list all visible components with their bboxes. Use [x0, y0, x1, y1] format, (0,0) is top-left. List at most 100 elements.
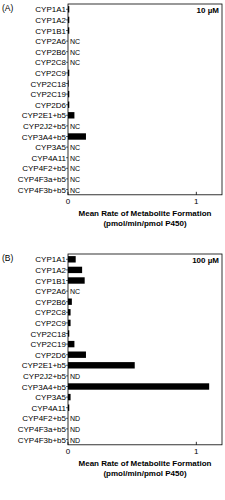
panel-label: (A)	[2, 3, 14, 13]
category-tick	[66, 386, 68, 387]
annotation: NC	[70, 176, 80, 183]
bars	[68, 6, 86, 140]
bar	[68, 341, 74, 347]
category-tick	[66, 407, 68, 408]
category-tick	[66, 375, 68, 376]
category-label: CYP2E1+b5	[22, 111, 67, 120]
category-tick	[66, 344, 68, 345]
annotation: ND	[70, 373, 80, 380]
category-label: CYP2D6	[35, 101, 67, 110]
category-tick	[66, 62, 68, 63]
x-tick-label: 1	[194, 197, 199, 206]
category-label: CYP4A11	[31, 154, 66, 163]
category-label: CYP4F3b+b5	[18, 186, 67, 195]
category-tick	[66, 104, 68, 105]
category-label: CYP1B1	[35, 27, 66, 36]
category-tick	[66, 136, 68, 137]
x-axis-label: Mean Rate of Metabolite Formation	[79, 459, 212, 468]
annotation: NC	[70, 49, 80, 56]
panel: CYP1A1CYP1A2CYP1B1CYP2A6CYP2B6CYP2C8CYP2…	[2, 3, 222, 228]
x-axis-label: (pmol/min/pmol P450)	[103, 219, 186, 228]
category-label: CYP1A2	[35, 16, 66, 25]
figure: CYP1A1CYP1A2CYP1B1CYP2A6CYP2B6CYP2C8CYP2…	[0, 0, 225, 500]
category-tick	[66, 322, 68, 323]
category-label: CYP4F2+b5	[22, 164, 66, 173]
annotation: NC	[70, 59, 80, 66]
x-axis-label: (pmol/min/pmol P450)	[103, 469, 186, 478]
category-tick	[66, 83, 68, 84]
category-tick	[66, 418, 68, 419]
category-tick	[66, 72, 68, 73]
bar	[68, 133, 86, 139]
category-label: CYP2C19	[30, 90, 66, 99]
x-tick-label: 0	[66, 447, 71, 456]
category-tick	[66, 269, 68, 270]
category-label: CYP4A11	[31, 404, 66, 413]
category-label: CYP2C18	[30, 330, 66, 339]
category-label: CYP2J2+b5	[23, 372, 66, 381]
category-label: CYP2C8	[35, 308, 67, 317]
category-tick	[66, 125, 68, 126]
frame	[68, 254, 222, 445]
category-tick	[66, 94, 68, 95]
annotation: NC	[70, 165, 80, 172]
category-label: CYP2D6	[35, 351, 67, 360]
bar	[68, 277, 85, 283]
category-tick	[66, 354, 68, 355]
category-tick	[66, 189, 68, 190]
bar	[68, 256, 76, 262]
category-tick	[66, 301, 68, 302]
category-tick	[66, 365, 68, 366]
category-label: CYP2C9	[35, 69, 67, 78]
category-tick	[66, 30, 68, 31]
annotation: ND	[70, 415, 80, 422]
category-tick	[66, 312, 68, 313]
x-tick	[68, 442, 69, 445]
category-label: CYP2J2+b5	[23, 122, 66, 131]
x-tick	[196, 192, 197, 195]
category-tick	[66, 41, 68, 42]
category-tick	[66, 280, 68, 281]
annotation: NC	[70, 123, 80, 130]
annotation: NC	[70, 288, 80, 295]
bars	[68, 256, 209, 411]
annotation: ND	[70, 426, 80, 433]
x-tick-label: 1	[194, 447, 199, 456]
category-label: CYP3A4+b5	[22, 383, 67, 392]
category-tick	[66, 115, 68, 116]
category-label: CYP2C18	[30, 80, 66, 89]
category-tick	[66, 397, 68, 398]
annotation: NC	[70, 155, 80, 162]
category-tick	[66, 168, 68, 169]
category-tick	[66, 147, 68, 148]
bar	[68, 299, 72, 305]
category-label: CYP3A5	[35, 393, 66, 402]
category-tick	[66, 439, 68, 440]
frame	[68, 4, 222, 195]
bar	[68, 112, 74, 118]
bar	[68, 362, 135, 368]
bar	[68, 383, 209, 389]
category-label: CYP2A6	[35, 287, 66, 296]
concentration-label: 100 µM	[192, 256, 219, 265]
category-label: CYP3A4+b5	[22, 133, 67, 142]
category-label: CYP4F2+b5	[22, 414, 66, 423]
category-label: CYP4F3b+b5	[18, 436, 67, 445]
panel-label: (B)	[2, 253, 14, 263]
annotation: NC	[70, 187, 80, 194]
annotation: NC	[70, 144, 80, 151]
category-tick	[66, 19, 68, 20]
panel: CYP1A1CYP1A2CYP1B1CYP2A6CYP2B6CYP2C8CYP2…	[2, 253, 222, 478]
category-label: CYP2E1+b5	[22, 361, 67, 370]
concentration-label: 10 µM	[197, 6, 220, 15]
category-label: CYP3A5	[35, 143, 66, 152]
category-tick	[66, 291, 68, 292]
category-label: CYP2C8	[35, 58, 67, 67]
category-tick	[66, 178, 68, 179]
category-tick	[66, 51, 68, 52]
category-tick	[66, 157, 68, 158]
category-label: CYP2C9	[35, 319, 67, 328]
category-label: CYP2B6	[35, 48, 66, 57]
category-label: CYP2B6	[35, 298, 66, 307]
category-label: CYP1B1	[35, 277, 66, 286]
